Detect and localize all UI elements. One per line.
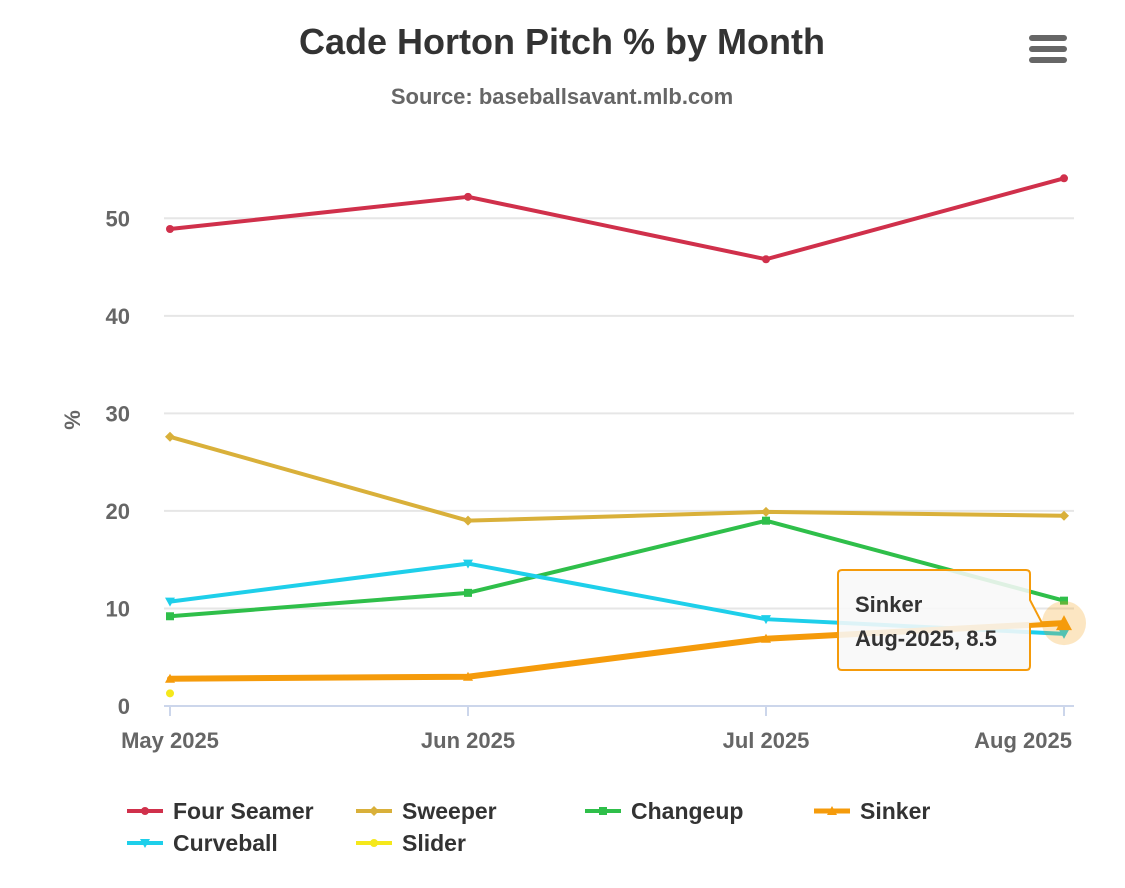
- hover-point[interactable]: [1056, 615, 1072, 631]
- tooltip-box: [837, 569, 1044, 671]
- y-tick-label: 0: [118, 694, 130, 719]
- legend-label-slider: Slider: [402, 830, 466, 856]
- legend-label-curveball: Curveball: [173, 830, 278, 856]
- series-four-seamer: [166, 174, 1068, 264]
- series-line-changeup: [168, 518, 1066, 619]
- menu-button[interactable]: [1024, 28, 1072, 72]
- data-point-changeup[interactable]: [166, 612, 174, 621]
- y-tick-label: 50: [106, 206, 130, 231]
- data-point-sweeper[interactable]: [165, 431, 175, 442]
- data-point-curveball[interactable]: [463, 559, 473, 569]
- y-tick-label: 20: [106, 499, 130, 524]
- x-tick-label: Jun 2025: [421, 728, 515, 753]
- tooltip: Sinker Aug-2025, 8.5: [837, 569, 1044, 671]
- y-tick-label: 40: [106, 304, 130, 329]
- chart-title: Cade Horton Pitch % by Month: [299, 21, 825, 62]
- legend-item-curveball[interactable]: Curveball: [127, 830, 278, 856]
- data-point-sinker[interactable]: [761, 633, 771, 643]
- data-point-four-seamer[interactable]: [166, 225, 174, 234]
- y-axis-title: %: [60, 410, 85, 430]
- chart-subtitle: Source: baseballsavant.mlb.com: [391, 84, 733, 109]
- data-point-slider[interactable]: [166, 689, 174, 698]
- legend-label-four-seamer: Four Seamer: [173, 798, 314, 824]
- data-point-four-seamer[interactable]: [762, 255, 770, 264]
- legend-item-four-seamer[interactable]: Four Seamer: [127, 798, 314, 824]
- data-point-sweeper[interactable]: [1059, 510, 1069, 521]
- data-point-sweeper[interactable]: [761, 506, 771, 517]
- legend-item-sinker[interactable]: Sinker: [814, 798, 930, 824]
- series-sweeper: [165, 431, 1069, 526]
- tooltip-value: Aug-2025, 8.5: [855, 626, 997, 651]
- data-point-sinker[interactable]: [165, 673, 175, 683]
- data-point-changeup[interactable]: [762, 516, 770, 525]
- hamburger-menu-icon: [1029, 35, 1067, 63]
- x-tick-label: Aug 2025: [974, 728, 1072, 753]
- legend-marker-curveball[interactable]: [140, 839, 150, 848]
- tooltip-series-name: Sinker: [855, 592, 923, 617]
- data-point-four-seamer[interactable]: [1060, 174, 1068, 183]
- legend-marker-sinker[interactable]: [827, 806, 837, 815]
- series-line-four-seamer: [168, 176, 1066, 262]
- legend-marker-changeup[interactable]: [599, 807, 607, 815]
- legend-label-sweeper: Sweeper: [402, 798, 497, 824]
- y-tick-label: 10: [106, 596, 130, 621]
- legend-item-slider[interactable]: Slider: [356, 830, 466, 856]
- y-tick-label: 30: [106, 401, 130, 426]
- data-point-changeup[interactable]: [464, 588, 472, 597]
- x-tick-label: Jul 2025: [723, 728, 810, 753]
- data-point-sweeper[interactable]: [463, 515, 473, 526]
- legend-label-changeup: Changeup: [631, 798, 743, 824]
- data-point-curveball[interactable]: [1059, 629, 1069, 639]
- data-point-changeup[interactable]: [1060, 596, 1068, 605]
- legend-marker-sweeper[interactable]: [369, 806, 379, 816]
- series-slider: [166, 689, 174, 698]
- legend-item-changeup[interactable]: Changeup: [585, 798, 743, 824]
- data-point-curveball[interactable]: [761, 615, 771, 625]
- data-point-curveball[interactable]: [165, 597, 175, 607]
- x-tick-label: May 2025: [121, 728, 219, 753]
- legend-item-sweeper[interactable]: Sweeper: [356, 798, 497, 824]
- legend-marker-four-seamer[interactable]: [141, 807, 149, 815]
- data-point-sinker[interactable]: [463, 671, 473, 681]
- legend-label-sinker: Sinker: [860, 798, 930, 824]
- series-changeup: [166, 516, 1068, 621]
- data-point-four-seamer[interactable]: [464, 192, 472, 201]
- legend-marker-slider[interactable]: [370, 839, 378, 847]
- series-line-sweeper: [168, 434, 1066, 523]
